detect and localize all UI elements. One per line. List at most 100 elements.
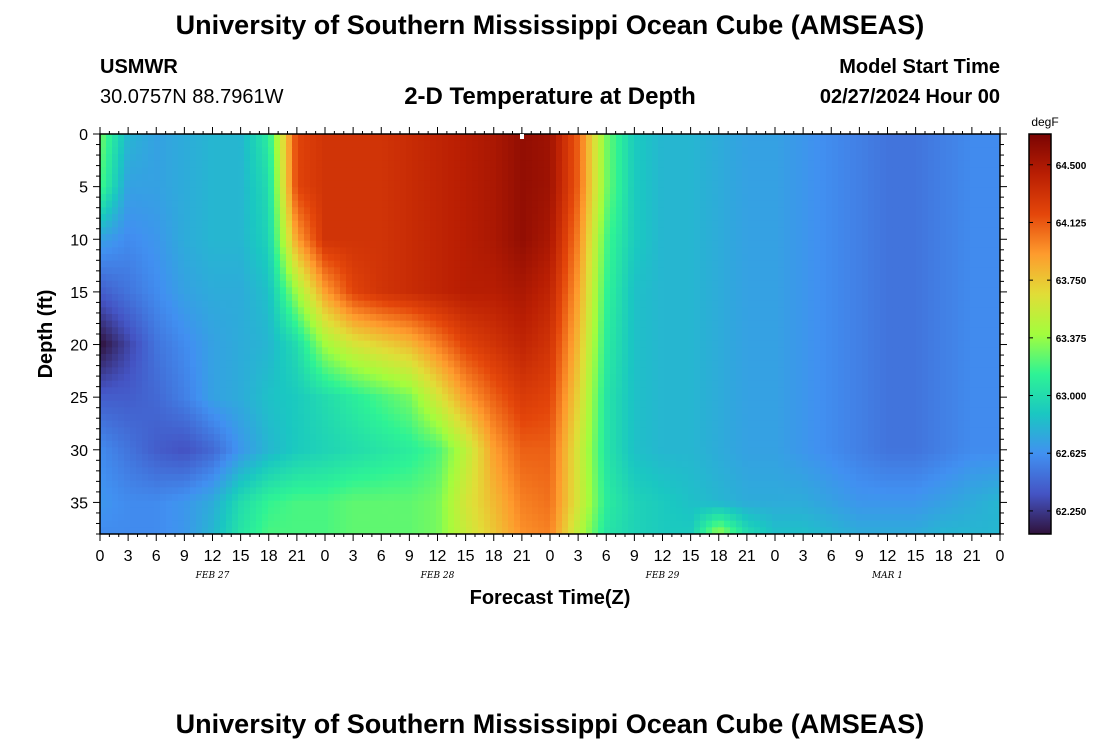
heatmap-cell (370, 327, 377, 335)
heatmap-cell (148, 207, 155, 215)
heatmap-cell (466, 280, 473, 288)
heatmap-cell (610, 240, 617, 248)
heatmap-cell (124, 280, 131, 288)
heatmap-cell (334, 220, 341, 228)
heatmap-cell (208, 214, 215, 222)
heatmap-cell (904, 194, 911, 202)
heatmap-cell (274, 347, 281, 355)
heatmap-cell (256, 234, 263, 242)
heatmap-cell (598, 140, 605, 148)
heatmap-cell (454, 347, 461, 355)
heatmap-cell (826, 174, 833, 182)
heatmap-cell (166, 347, 173, 355)
heatmap-cell (808, 194, 815, 202)
heatmap-cell (424, 300, 431, 308)
heatmap-cell (526, 300, 533, 308)
heatmap-cell (994, 147, 1000, 155)
heatmap-cell (400, 280, 407, 288)
heatmap-cell (802, 140, 809, 148)
heatmap-cell (814, 174, 821, 182)
heatmap-cell (490, 320, 497, 328)
heatmap-cell (724, 260, 731, 268)
heatmap-cell (214, 240, 221, 248)
heatmap-cell (622, 194, 629, 202)
heatmap-cell (262, 294, 269, 302)
heatmap-cell (652, 187, 659, 195)
heatmap-cell (358, 274, 365, 282)
heatmap-cell (730, 187, 737, 195)
heatmap-cell (502, 147, 509, 155)
heatmap-cell (658, 260, 665, 268)
heatmap-cell (262, 214, 269, 222)
heatmap-cell (328, 327, 335, 335)
heatmap-cell (484, 294, 491, 302)
heatmap-cell (448, 220, 455, 228)
heatmap-cell (838, 174, 845, 182)
heatmap-cell (826, 260, 833, 268)
heatmap-cell (610, 314, 617, 322)
heatmap-cell (196, 240, 203, 248)
heatmap-cell (466, 187, 473, 195)
heatmap-cell (526, 234, 533, 242)
heatmap-cell (394, 287, 401, 295)
heatmap-cell (322, 320, 329, 328)
heatmap-cell (532, 240, 539, 248)
heatmap-cell (838, 347, 845, 355)
heatmap-cell (940, 347, 947, 355)
heatmap-cell (298, 334, 305, 342)
heatmap-cell (502, 160, 509, 168)
heatmap-cell (754, 327, 761, 335)
heatmap-cell (616, 267, 623, 275)
heatmap-cell (304, 227, 311, 235)
heatmap-cell (736, 234, 743, 242)
heatmap-cell (526, 280, 533, 288)
heatmap-cell (412, 307, 419, 315)
heatmap-cell (700, 274, 707, 282)
heatmap-cell (190, 194, 197, 202)
heatmap-cell (184, 320, 191, 328)
heatmap-cell (394, 234, 401, 242)
heatmap-cell (730, 214, 737, 222)
heatmap-cell (178, 287, 185, 295)
heatmap-cell (646, 200, 653, 208)
heatmap-cell (934, 254, 941, 262)
heatmap-cell (562, 320, 569, 328)
heatmap-cell (778, 300, 785, 308)
heatmap-cell (508, 247, 515, 255)
heatmap-cell (484, 334, 491, 342)
heatmap-cell (400, 347, 407, 355)
heatmap-cell (832, 214, 839, 222)
heatmap-cell (430, 274, 437, 282)
heatmap-cell (292, 194, 299, 202)
heatmap-cell (292, 327, 299, 335)
heatmap-cell (160, 320, 167, 328)
heatmap-cell (970, 327, 977, 335)
heatmap-cell (394, 167, 401, 175)
heatmap-cell (808, 207, 815, 215)
heatmap-cell (250, 220, 257, 228)
heatmap-cell (268, 180, 275, 188)
heatmap-cell (178, 160, 185, 168)
heatmap-cell (394, 247, 401, 255)
heatmap-cell (646, 294, 653, 302)
heatmap-cell (556, 234, 563, 242)
heatmap-cell (994, 214, 1000, 222)
heatmap-cell (592, 254, 599, 262)
heatmap-cell (124, 187, 131, 195)
heatmap-cell (814, 200, 821, 208)
heatmap-cell (118, 227, 125, 235)
heatmap-cell (520, 227, 527, 235)
heatmap-cell (406, 334, 413, 342)
heatmap-cell (352, 347, 359, 355)
heatmap-cell (196, 254, 203, 262)
heatmap-cell (220, 140, 227, 148)
heatmap-cell (544, 254, 551, 262)
heatmap-cell (412, 207, 419, 215)
heatmap-cell (880, 220, 887, 228)
heatmap-cell (826, 347, 833, 355)
heatmap-cell (358, 254, 365, 262)
heatmap-cell (778, 294, 785, 302)
heatmap-cell (334, 260, 341, 268)
heatmap-cell (520, 247, 527, 255)
heatmap-cell (754, 334, 761, 342)
